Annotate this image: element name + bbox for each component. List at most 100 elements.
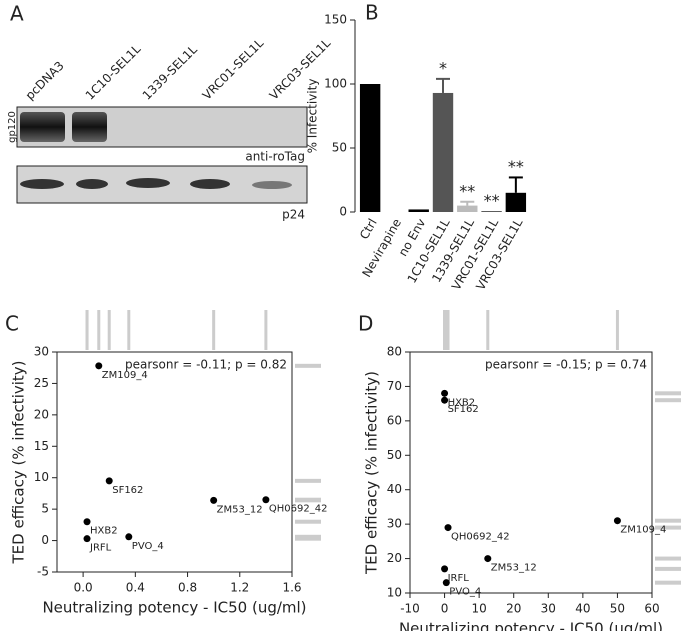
- y-tick-label: 40: [387, 482, 402, 496]
- y-tick-label: 5: [41, 502, 49, 516]
- point-label: PVO_4: [449, 587, 481, 598]
- point-label: PVO_4: [132, 541, 164, 552]
- top-rug: [446, 310, 450, 350]
- blot-lanes: pcDNA3 1C10-SEL1L 1339-SEL1L VRC01-SEL1L…: [23, 36, 334, 103]
- right-rug: [295, 497, 321, 502]
- lane-label: VRC01-SEL1L: [200, 36, 267, 103]
- y-tick-label: 10: [34, 470, 49, 484]
- y-tick-label: 20: [387, 551, 402, 565]
- point: [441, 396, 449, 404]
- band-label: anti-roTag: [245, 150, 305, 164]
- significance: **: [459, 181, 475, 200]
- x-tick-label: 50: [610, 602, 625, 616]
- stats-annotation: pearsonr = -0.11; p = 0.82: [125, 358, 287, 372]
- y-tick-label: 150: [324, 13, 347, 27]
- y-tick-label: -5: [37, 565, 49, 579]
- right-rug: [655, 566, 681, 571]
- x-tick-label: -10: [400, 602, 420, 616]
- bar: [432, 92, 454, 212]
- point: [210, 496, 218, 504]
- y-tick-label: 0: [339, 205, 347, 219]
- panel-label: C: [5, 312, 19, 336]
- point: [83, 518, 91, 526]
- point-label: QH0692_42: [451, 532, 510, 543]
- point: [613, 517, 621, 525]
- point-label: HXB2: [448, 397, 476, 408]
- point-label: HXB2: [90, 526, 118, 537]
- bar: [408, 209, 429, 212]
- right-rug: [655, 398, 681, 403]
- point: [442, 579, 450, 587]
- x-tick-label: 0.0: [74, 581, 93, 595]
- band: [20, 112, 65, 142]
- x-tick-label: 20: [506, 602, 521, 616]
- bar: [481, 211, 502, 212]
- lane-label: 1C10-SEL1L: [83, 42, 144, 103]
- stats-annotation: pearsonr = -0.15; p = 0.74: [485, 358, 647, 372]
- x-axis-label: Neutralizing potency - IC50 (ug/ml): [399, 620, 663, 631]
- top-rug: [212, 310, 216, 350]
- right-rug: [655, 518, 681, 523]
- point-label: ZM53_12: [491, 563, 537, 574]
- y-tick-label: 30: [34, 345, 49, 359]
- point: [441, 565, 449, 573]
- point: [441, 389, 449, 397]
- top-rug: [97, 310, 101, 350]
- y-axis-label: TED efficacy (% infectivity): [363, 371, 381, 575]
- point-label: ZM109_4: [620, 525, 666, 536]
- y-tick-label: 100: [324, 77, 347, 91]
- x-tick-label: 10: [472, 602, 487, 616]
- point-label: SF162: [112, 485, 143, 496]
- y-tick-label: 70: [387, 379, 402, 393]
- top-rug: [85, 310, 89, 350]
- point-label: ZM109_4: [102, 370, 148, 381]
- band-label: p24: [282, 208, 305, 222]
- point-label: QH0692_42: [269, 504, 328, 515]
- y-axis-label: % Infectivity: [306, 79, 320, 154]
- top-rug: [107, 310, 111, 350]
- x-tick-label: 30: [541, 602, 556, 616]
- y-tick-label: 25: [34, 376, 49, 390]
- bar: [457, 205, 478, 212]
- y-tick-label: 10: [387, 586, 402, 600]
- right-rug: [295, 534, 321, 539]
- point-label: JRFL: [447, 573, 470, 584]
- top-rug: [444, 310, 448, 350]
- right-rug: [295, 363, 321, 368]
- panel-label: A: [10, 2, 24, 26]
- top-rug: [127, 310, 131, 350]
- point: [83, 535, 91, 543]
- y-tick-label: 20: [34, 407, 49, 421]
- bar: [505, 192, 527, 212]
- right-rug: [655, 525, 681, 530]
- y-tick-label: 15: [34, 439, 49, 453]
- x-tick-label: 1.6: [282, 581, 301, 595]
- point-label: SF162: [448, 404, 479, 415]
- band: [72, 112, 107, 142]
- y-tick-label: 50: [332, 141, 347, 155]
- panel-label: B: [365, 1, 379, 25]
- x-tick-label: 1.2: [230, 581, 249, 595]
- x-tick-label: 40: [575, 602, 590, 616]
- x-tick-label: 60: [644, 602, 659, 616]
- right-rug: [295, 519, 321, 524]
- x-tick-label: 0: [441, 602, 449, 616]
- y-tick-label: 30: [387, 517, 402, 531]
- plot-frame: [56, 351, 293, 573]
- point: [484, 555, 492, 563]
- lane-label: VRC03-SEL1L: [267, 36, 334, 103]
- significance: **: [484, 191, 500, 210]
- bar: [359, 84, 381, 212]
- top-rug: [264, 310, 268, 350]
- right-rug: [655, 556, 681, 561]
- top-rug: [615, 310, 619, 350]
- lane-label: 1339-SEL1L: [140, 42, 200, 102]
- point: [262, 496, 270, 504]
- x-tick-label: 0.8: [178, 581, 197, 595]
- top-rug: [486, 310, 490, 350]
- blot-strip: [16, 106, 308, 148]
- plot-frame: [409, 351, 653, 594]
- y-tick-label: 60: [387, 413, 402, 427]
- point: [125, 533, 133, 541]
